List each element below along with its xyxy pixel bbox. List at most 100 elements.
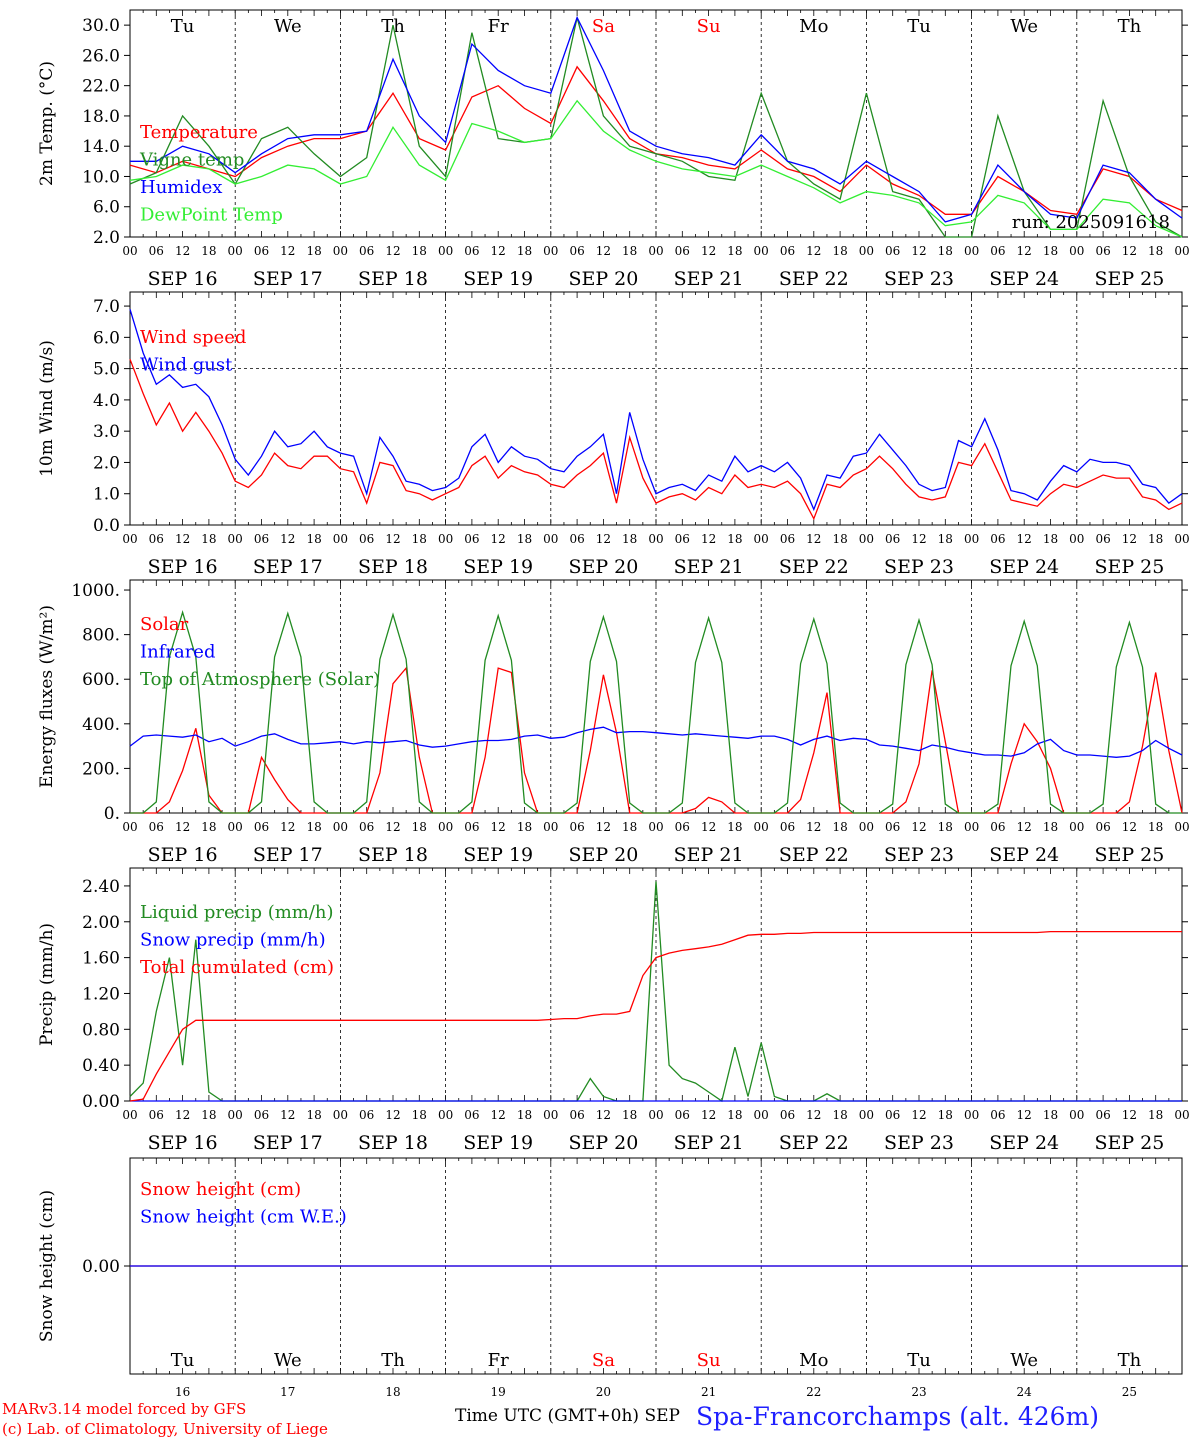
day-number-label: 22: [806, 1385, 821, 1399]
hour-tick-label: 00: [1174, 244, 1189, 258]
hour-tick-label: 00: [333, 820, 348, 834]
weekday-label: Tu: [907, 1350, 931, 1371]
hour-tick-label: 06: [569, 244, 584, 258]
y-tick-label: 2.0: [93, 453, 120, 473]
hour-tick-label: 12: [911, 244, 926, 258]
hour-tick-label: 12: [385, 820, 400, 834]
date-label: SEP 19: [463, 556, 533, 578]
hour-tick-label: 00: [648, 244, 663, 258]
hour-tick-label: 00: [333, 532, 348, 546]
hour-tick-label: 00: [964, 1108, 979, 1122]
hour-tick-label: 06: [569, 532, 584, 546]
legend-entry: Temperature: [140, 122, 258, 143]
y-tick-label: 6.0: [93, 198, 120, 218]
date-label: SEP 16: [148, 1132, 218, 1154]
hour-tick-label: 00: [754, 820, 769, 834]
hour-tick-label: 18: [622, 1108, 637, 1122]
hour-tick-label: 18: [201, 532, 216, 546]
legend-entry: Total cumulated (cm): [140, 957, 334, 978]
date-label: SEP 17: [253, 1132, 323, 1154]
date-label: SEP 25: [1094, 1132, 1164, 1154]
hour-tick-label: 00: [648, 1108, 663, 1122]
weekday-label: Sa: [592, 1350, 615, 1371]
y-tick-label: 800.: [82, 626, 120, 646]
date-label: SEP 17: [253, 556, 323, 578]
day-number-label: 24: [1017, 1385, 1033, 1399]
hour-tick-label: 06: [885, 532, 900, 546]
hour-tick-label: 06: [780, 244, 795, 258]
hour-tick-label: 06: [254, 244, 269, 258]
date-label: SEP 23: [884, 556, 954, 578]
hour-tick-label: 18: [938, 532, 953, 546]
y-tick-label: 0.: [104, 804, 120, 824]
weekday-label: Su: [697, 1350, 721, 1371]
hour-tick-label: 06: [464, 1108, 479, 1122]
series-line-dewpoint-temp: [129, 99, 1183, 238]
hour-tick-label: 06: [675, 532, 690, 546]
hour-tick-label: 18: [412, 244, 427, 258]
hour-tick-label: 06: [1095, 244, 1110, 258]
date-label: SEP 25: [1094, 844, 1164, 866]
hour-tick-label: 12: [175, 532, 190, 546]
hour-tick-label: 18: [306, 532, 321, 546]
date-label: SEP 18: [358, 268, 428, 290]
weekday-label: Fr: [488, 1350, 509, 1371]
date-label: SEP 19: [463, 844, 533, 866]
date-label: SEP 25: [1094, 268, 1164, 290]
weekday-label: Tu: [907, 16, 931, 37]
hour-tick-label: 12: [280, 532, 295, 546]
hour-tick-label: 00: [122, 820, 137, 834]
series-line-top-of-atmosphere-solar-: [130, 610, 1182, 814]
hour-tick-label: 00: [543, 244, 558, 258]
date-label: SEP 24: [989, 556, 1059, 578]
y-tick-label: 200.: [82, 759, 120, 779]
hour-tick-label: 06: [780, 532, 795, 546]
y-tick-label: 2.40: [82, 877, 120, 897]
legend-entry: Solar: [140, 614, 189, 635]
hour-tick-label: 12: [806, 244, 821, 258]
hour-tick-label: 00: [964, 820, 979, 834]
hour-tick-label: 18: [938, 1108, 953, 1122]
hour-tick-label: 18: [517, 532, 532, 546]
hour-tick-label: 06: [359, 244, 374, 258]
hour-tick-label: 18: [1043, 244, 1058, 258]
y-axis-label: 2m Temp. (°C): [37, 61, 57, 186]
legend-entry: Snow height (cm): [140, 1179, 301, 1200]
hour-tick-label: 18: [832, 1108, 847, 1122]
date-label: SEP 21: [674, 556, 744, 578]
lab-credit: (c) Lab. of Climatology, University of L…: [2, 1420, 328, 1438]
hour-tick-label: 00: [333, 244, 348, 258]
hour-tick-label: 12: [701, 1108, 716, 1122]
hour-tick-label: 18: [832, 820, 847, 834]
y-tick-label: 600.: [82, 670, 120, 690]
weekday-label: Mo: [799, 1350, 828, 1371]
hour-tick-label: 06: [149, 244, 164, 258]
hour-tick-label: 18: [412, 1108, 427, 1122]
hour-tick-label: 12: [596, 532, 611, 546]
hour-tick-label: 06: [990, 532, 1005, 546]
hour-tick-label: 06: [359, 532, 374, 546]
y-tick-label: 14.0: [82, 137, 120, 157]
hour-tick-label: 18: [832, 244, 847, 258]
series-line-humidex: [130, 15, 1183, 223]
hour-tick-label: 18: [938, 244, 953, 258]
hour-tick-label: 18: [727, 244, 742, 258]
date-label: SEP 23: [884, 1132, 954, 1154]
hour-tick-label: 00: [1174, 1108, 1189, 1122]
hour-tick-label: 00: [754, 532, 769, 546]
y-tick-label: 1000.: [71, 581, 120, 601]
hour-tick-label: 18: [306, 1108, 321, 1122]
date-label: SEP 17: [253, 844, 323, 866]
run-annotation: run: 2025091618: [1012, 212, 1170, 233]
hour-tick-label: 00: [964, 532, 979, 546]
hour-tick-label: 00: [859, 820, 874, 834]
hour-tick-label: 06: [885, 244, 900, 258]
hour-tick-label: 06: [464, 820, 479, 834]
hour-tick-label: 00: [964, 244, 979, 258]
hour-tick-label: 12: [491, 1108, 506, 1122]
hour-tick-label: 00: [228, 532, 243, 546]
y-tick-label: 6.0: [93, 328, 120, 348]
date-label: SEP 16: [148, 268, 218, 290]
hour-tick-label: 06: [1095, 532, 1110, 546]
